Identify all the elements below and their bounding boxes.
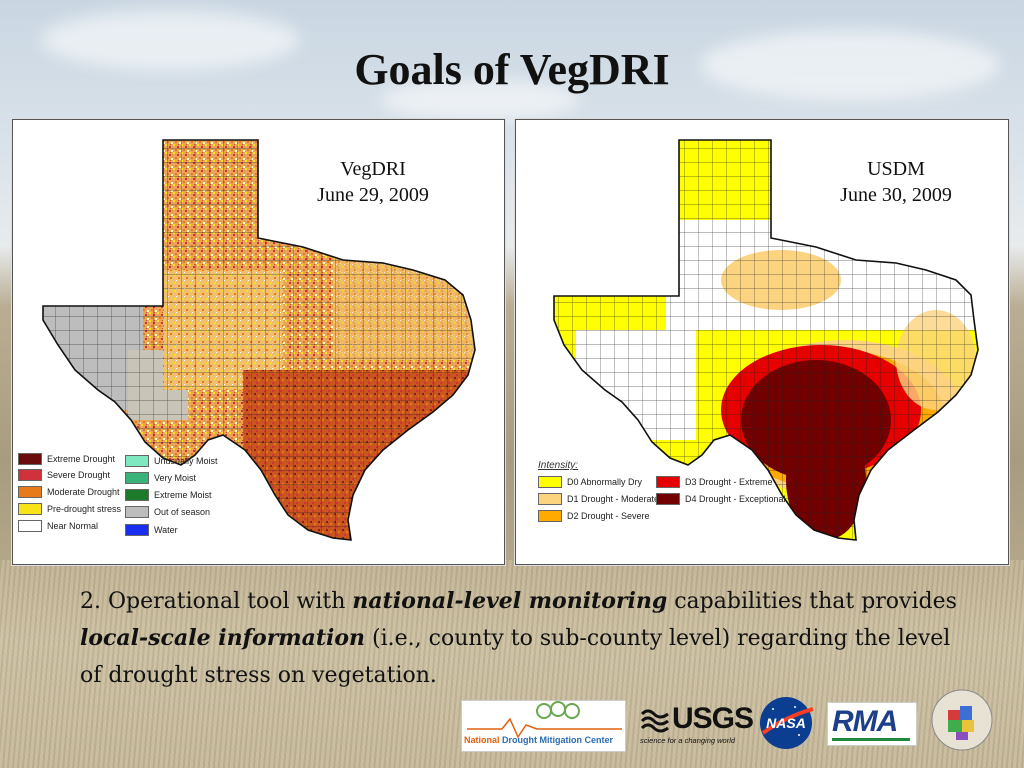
usdm-label-date: June 30, 2009 bbox=[840, 184, 952, 206]
ndmc-label-center: Drought Mitigation Center bbox=[502, 735, 614, 745]
nasa-logo: NASA bbox=[755, 695, 817, 751]
cloud bbox=[700, 30, 1000, 100]
vegdri-legend-label: Extreme Moist bbox=[154, 490, 212, 500]
usgs-tagline: science for a changing world bbox=[640, 736, 736, 745]
hprcc-seal-icon bbox=[931, 689, 993, 751]
ndmc-label: National Drought Mitigation Center bbox=[464, 735, 613, 745]
usdm-map-panel: USDM June 30, 2009 Intensity: D0 Abnorma… bbox=[515, 119, 1009, 565]
vegdri-legend-label: Unusually Moist bbox=[154, 456, 218, 466]
ndmc-label-national: National bbox=[464, 735, 500, 745]
vegdri-legend-swatch bbox=[125, 455, 149, 467]
usdm-legend-swatch bbox=[656, 476, 680, 488]
rma-logo: RMA bbox=[827, 702, 917, 746]
usdm-legend-label: D0 Abnormally Dry bbox=[567, 477, 643, 487]
vegdri-legend-label: Water bbox=[154, 525, 178, 535]
usdm-intensity-label: Intensity: bbox=[538, 460, 579, 471]
vegdri-legend-swatch bbox=[18, 486, 42, 498]
vegdri-legend-item: Extreme Moist bbox=[125, 489, 212, 501]
usdm-label-title: USDM bbox=[867, 158, 925, 180]
cloud bbox=[40, 10, 300, 70]
vegdri-legend-label: Out of season bbox=[154, 507, 211, 517]
vegdri-map-label: VegDRI June 29, 2009 bbox=[293, 156, 453, 208]
usdm-legend-swatch bbox=[656, 493, 680, 505]
vegdri-legend-swatch bbox=[125, 472, 149, 484]
usdm-legend-item: D3 Drought - Extreme bbox=[656, 476, 773, 488]
usdm-legend-swatch bbox=[538, 493, 562, 505]
vegdri-legend-swatch bbox=[125, 489, 149, 501]
usgs-wave-icon bbox=[640, 709, 669, 733]
hprcc-label: HIGH PLAINS REGIONAL CLIMATE CENTER bbox=[930, 688, 931, 689]
vegdri-legend-swatch bbox=[125, 506, 149, 518]
vegdri-legend-label: Pre-drought stress bbox=[47, 504, 122, 514]
caption-emphasis-local: local-scale information bbox=[80, 625, 366, 651]
hprcc-logo: HIGH PLAINS REGIONAL CLIMATE CENTER bbox=[930, 688, 994, 752]
vegdri-legend-item: Moderate Drought bbox=[18, 486, 120, 498]
usdm-map-label: USDM June 30, 2009 bbox=[816, 156, 976, 208]
caption-middle: capabilities that provides bbox=[667, 589, 957, 614]
vegdri-legend-swatch bbox=[18, 469, 42, 481]
usdm-legend-swatch bbox=[538, 476, 562, 488]
usdm-legend-label: D4 Drought - Exceptional bbox=[685, 494, 786, 504]
vegdri-legend-label: Near Normal bbox=[47, 521, 99, 531]
vegdri-label-title: VegDRI bbox=[340, 158, 406, 180]
cloud bbox=[380, 80, 580, 120]
usdm-legend-label: D2 Drought - Severe bbox=[567, 511, 650, 521]
usgs-wordmark: USGS bbox=[672, 702, 754, 735]
ndmc-tree-icon bbox=[467, 701, 622, 739]
caption-text: 2. Operational tool with national-level … bbox=[80, 583, 960, 694]
vegdri-legend-swatch bbox=[18, 453, 42, 465]
vegdri-legend-label: Severe Drought bbox=[47, 470, 111, 480]
vegdri-legend-item: Extreme Drought bbox=[18, 453, 115, 465]
ndmc-logo: National Drought Mitigation Center bbox=[461, 700, 626, 752]
vegdri-legend-item: Severe Drought bbox=[18, 469, 110, 481]
vegdri-legend-item: Near Normal bbox=[18, 520, 98, 532]
usdm-legend-label: D3 Drought - Extreme bbox=[685, 477, 773, 487]
usdm-legend-item: D0 Abnormally Dry bbox=[538, 476, 642, 488]
vegdri-legend-swatch bbox=[18, 503, 42, 515]
usdm-legend-item: D1 Drought - Moderate bbox=[538, 493, 659, 505]
usdm-legend-swatch bbox=[538, 510, 562, 522]
usgs-logo: USGS science for a changing world bbox=[640, 700, 754, 750]
vegdri-legend-label: Extreme Drought bbox=[47, 454, 116, 464]
usdm-legend-label: D1 Drought - Moderate bbox=[567, 494, 660, 504]
caption-suffix: (i.e., county to sub-county level) regar… bbox=[80, 626, 951, 688]
caption-prefix: 2. Operational tool with bbox=[80, 589, 353, 614]
rma-wordmark: RMA bbox=[832, 705, 898, 738]
vegdri-legend-item: Unusually Moist bbox=[125, 455, 218, 467]
vegdri-legend-item: Out of season bbox=[125, 506, 210, 518]
vegdri-legend-label: Moderate Drought bbox=[47, 487, 120, 497]
vegdri-legend-swatch bbox=[125, 524, 149, 536]
nasa-wordmark: NASA bbox=[766, 715, 806, 731]
vegdri-legend-item: Pre-drought stress bbox=[18, 503, 121, 515]
vegdri-label-date: June 29, 2009 bbox=[317, 184, 429, 206]
vegdri-legend-swatch bbox=[18, 520, 42, 532]
usdm-texas-map bbox=[553, 139, 979, 541]
rma-underline bbox=[832, 738, 910, 741]
usdm-legend-item: D2 Drought - Severe bbox=[538, 510, 650, 522]
vegdri-legend-item: Water bbox=[125, 524, 178, 536]
slide-title: Goals of VegDRI bbox=[354, 45, 670, 94]
caption-emphasis-national: national-level monitoring bbox=[352, 588, 668, 614]
nasa-meatball-icon bbox=[760, 697, 814, 749]
vegdri-texas-map bbox=[42, 139, 476, 541]
usdm-legend-item: D4 Drought - Exceptional bbox=[656, 493, 786, 505]
vegdri-map-panel: VegDRI June 29, 2009 Extreme Drought Seve… bbox=[12, 119, 505, 565]
vegdri-legend-item: Very Moist bbox=[125, 472, 196, 484]
vegdri-legend-label: Very Moist bbox=[154, 473, 197, 483]
